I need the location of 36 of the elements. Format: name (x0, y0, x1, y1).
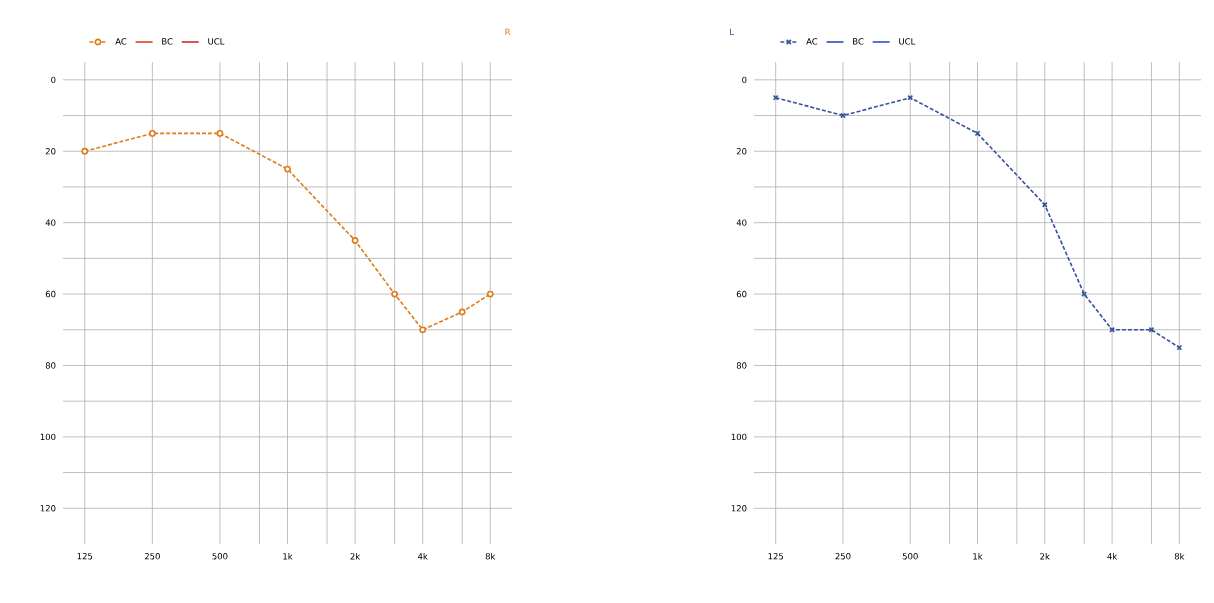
y-tick-label: 40 (45, 219, 56, 226)
y-tick-label: 100 (731, 433, 747, 441)
y-tick-label: 0 (51, 76, 56, 84)
y-tick-label: 40 (736, 219, 747, 226)
x-tick-label: 500 (902, 553, 918, 560)
legend-label: BC (162, 38, 173, 45)
y-tick-label: 0 (742, 76, 747, 84)
y-tick-label: 120 (731, 505, 747, 512)
x-tick-label: 125 (77, 553, 93, 560)
x-tick-label: 2k (350, 553, 361, 560)
y-tick-label: 60 (45, 290, 56, 298)
x-tick-label: 4k (417, 553, 428, 560)
y-tick-label: 80 (45, 362, 56, 369)
x-tick-label: 250 (835, 553, 851, 560)
x-tick-label: 125 (768, 553, 784, 560)
x-tick-label: 2k (1040, 553, 1050, 560)
y-tick-label: 80 (736, 362, 747, 369)
y-tick-label: 20 (45, 148, 56, 155)
x-tick-label: 1k (283, 553, 293, 560)
legend-label: AC (806, 38, 818, 45)
y-tick-label: 100 (40, 433, 56, 441)
y-tick-label: 120 (40, 505, 56, 512)
legend-label: UCL (208, 38, 225, 45)
x-tick-label: 4k (1107, 553, 1118, 560)
legend-label: BC (853, 38, 864, 45)
y-tick-label: 60 (736, 290, 747, 298)
x-tick-label: 500 (212, 553, 228, 560)
x-tick-label: 1k (973, 553, 983, 560)
chart-title: R (505, 28, 511, 35)
x-tick-label: 250 (144, 553, 160, 560)
x-tick-label: 8k (1174, 553, 1185, 560)
x-tick-label: 8k (485, 553, 496, 560)
chart-title: L (730, 28, 734, 35)
legend-label: UCL (899, 38, 916, 45)
legend-label: AC (115, 38, 127, 45)
y-tick-label: 20 (736, 148, 747, 155)
